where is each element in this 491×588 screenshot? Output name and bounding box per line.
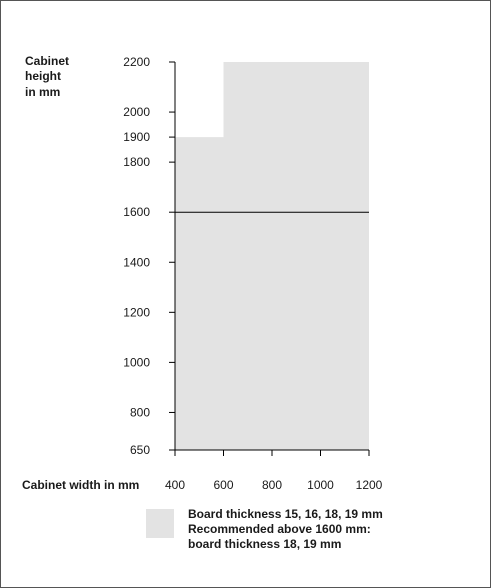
y-tick-label-800: 800 [130,405,150,419]
y-tick-label-1900: 1900 [123,130,150,144]
y-axis-label-line-3: in mm [25,85,60,99]
y-tick-label-1800: 1800 [123,155,150,169]
y-tick-label-650: 650 [130,443,150,457]
legend: Board thickness 15, 16, 18, 19 mm Recomm… [146,507,383,551]
y-axis-label-line-1: Cabinet [25,54,69,68]
legend-line-2: Recommended above 1600 mm: [188,522,371,536]
x-tick-label-800: 800 [262,478,282,492]
x-tick-label-1000: 1000 [307,478,334,492]
y-tick-label-1000: 1000 [123,355,150,369]
plot-area: 650 800 1000 1200 1400 1600 1800 1900 2000 2200 40… [123,55,382,492]
x-tick-label-600: 600 [213,478,233,492]
y-axis-label-line-2: height [25,69,61,83]
legend-line-1: Board thickness 15, 16, 18, 19 mm [188,507,383,521]
x-axis-label: Cabinet width in mm [22,478,139,492]
legend-line-3: board thickness 18, 19 mm [188,537,341,551]
y-tick-label-2000: 2000 [123,105,150,119]
y-tick-label-1200: 1200 [123,305,150,319]
y-tick-label-1400: 1400 [123,255,150,269]
y-tick-label-2200: 2200 [123,55,150,69]
x-tick-label-400: 400 [165,478,185,492]
legend-swatch [146,509,174,538]
allowed-region [175,62,369,450]
y-axis-label: Cabinet height in mm [25,54,69,99]
y-tick-label-1600: 1600 [123,205,150,219]
x-tick-label-1200: 1200 [356,478,383,492]
